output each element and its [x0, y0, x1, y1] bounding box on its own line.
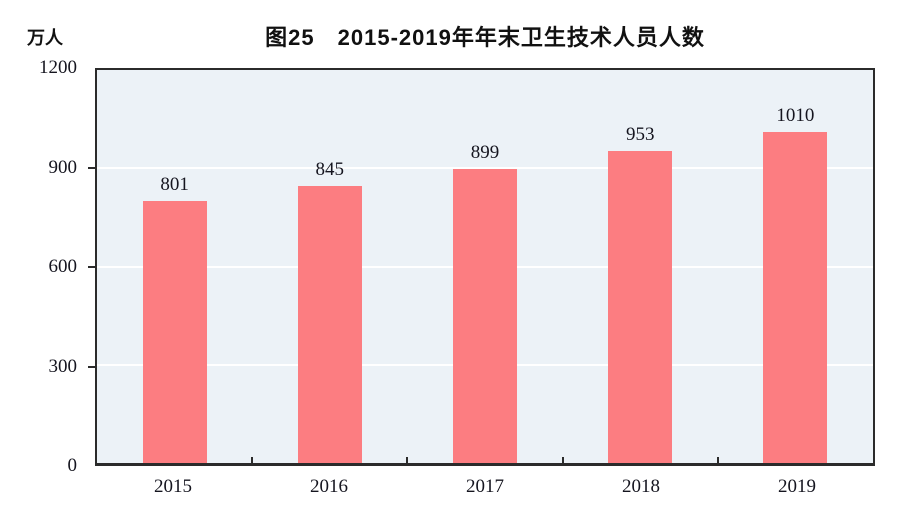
y-axis: 0 300 600 900 1200	[0, 57, 95, 476]
x-axis-tick-mark	[251, 457, 254, 463]
x-axis-tick-mark	[406, 457, 409, 463]
y-axis-tick-mark	[88, 365, 95, 368]
bar	[763, 132, 828, 463]
x-axis-tick-mark	[716, 457, 719, 463]
bar	[297, 186, 362, 463]
y-tick-label: 600	[48, 256, 78, 277]
bar	[453, 168, 517, 463]
bar-value-label: 953	[625, 123, 655, 145]
x-tick-label: 2016	[310, 476, 348, 497]
bar	[608, 150, 673, 463]
x-axis-tick-mark	[561, 457, 564, 463]
y-tick-label: 900	[48, 156, 78, 178]
bar-value-label: 801	[160, 173, 189, 195]
x-tick-label: 2019	[778, 476, 816, 497]
y-axis-tick-mark	[88, 266, 95, 268]
y-tick-label: 300	[48, 355, 78, 377]
bar	[142, 200, 207, 463]
x-tick-label: 2018	[622, 476, 660, 497]
y-axis-unit-label: 万人	[27, 28, 63, 48]
bar-value-label: 845	[315, 159, 345, 181]
x-tick-label: 2015	[154, 476, 192, 497]
y-axis-tick-mark	[88, 166, 95, 169]
x-tick-label: 2017	[466, 476, 504, 497]
y-tick-label: 1200	[39, 57, 77, 78]
x-axis: 2015 2016 2017 2018 2019	[95, 470, 875, 502]
bar-value-label: 1010	[776, 105, 815, 127]
chart-title: 图25 2015-2019年年末卫生技术人员人数	[265, 25, 705, 50]
plot-area: 801 845 899 953 1010	[95, 68, 875, 466]
bar-value-label: 899	[470, 141, 500, 163]
gridline	[97, 167, 873, 170]
y-tick-label: 0	[67, 455, 78, 476]
